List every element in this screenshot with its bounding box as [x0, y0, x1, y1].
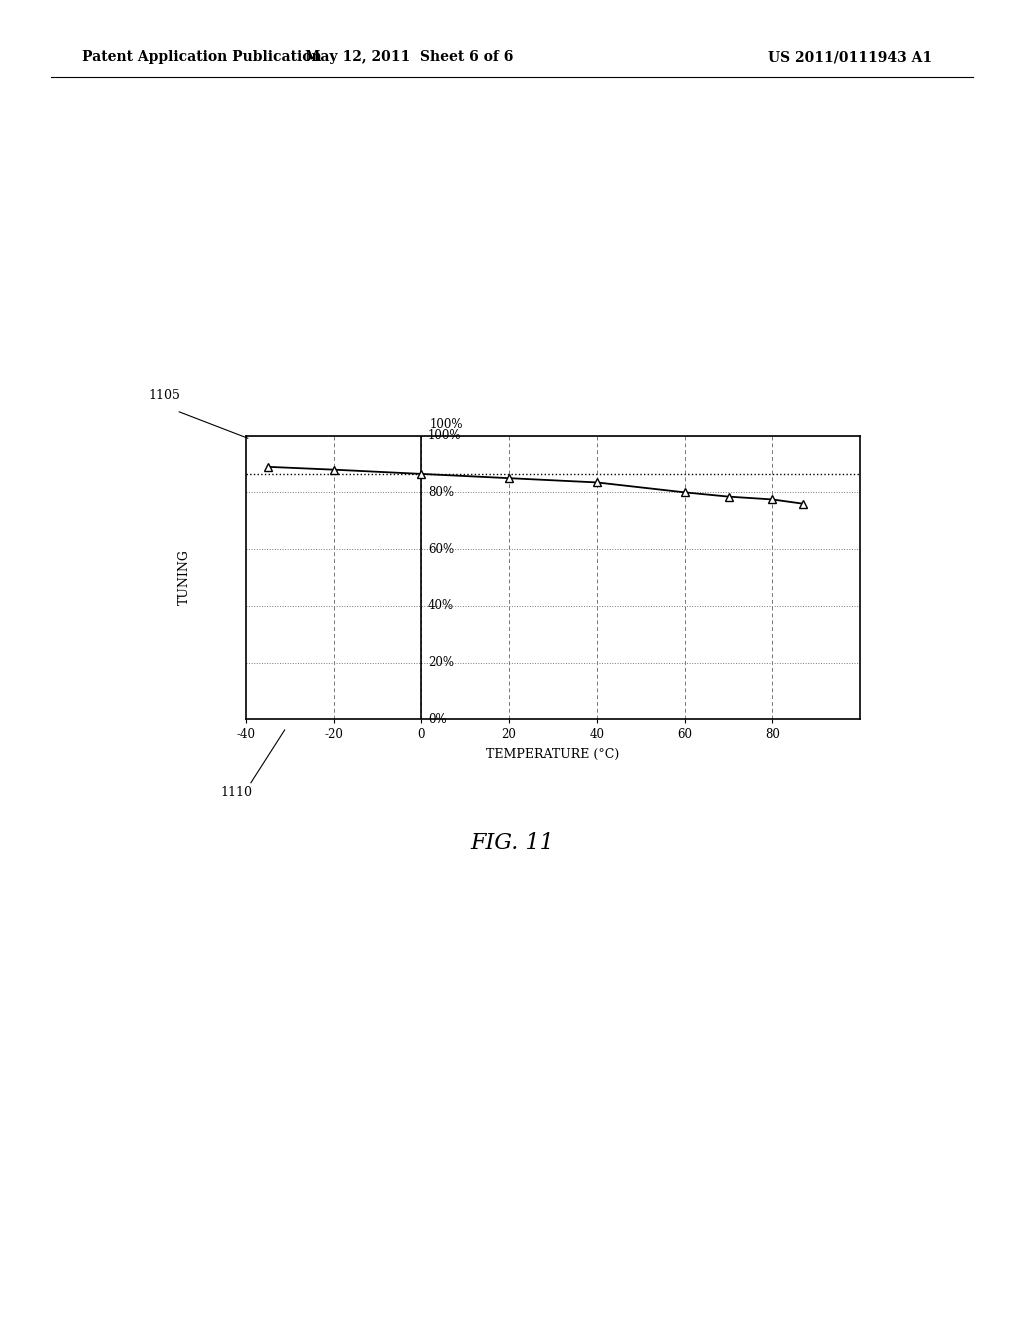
Text: TUNING: TUNING: [178, 549, 190, 606]
Text: 80%: 80%: [428, 486, 454, 499]
X-axis label: TEMPERATURE (°C): TEMPERATURE (°C): [486, 748, 620, 762]
Text: 100%: 100%: [428, 429, 462, 442]
Text: 1105: 1105: [148, 388, 180, 401]
Text: Patent Application Publication: Patent Application Publication: [82, 50, 322, 65]
Text: US 2011/0111943 A1: US 2011/0111943 A1: [768, 50, 932, 65]
Text: 20%: 20%: [428, 656, 454, 669]
Text: 40%: 40%: [428, 599, 454, 612]
Text: FIG. 11: FIG. 11: [470, 832, 554, 854]
Text: 0%: 0%: [428, 713, 446, 726]
Text: 100%: 100%: [430, 418, 464, 432]
Text: 1110: 1110: [220, 785, 252, 799]
Text: 60%: 60%: [428, 543, 454, 556]
Text: May 12, 2011  Sheet 6 of 6: May 12, 2011 Sheet 6 of 6: [305, 50, 514, 65]
